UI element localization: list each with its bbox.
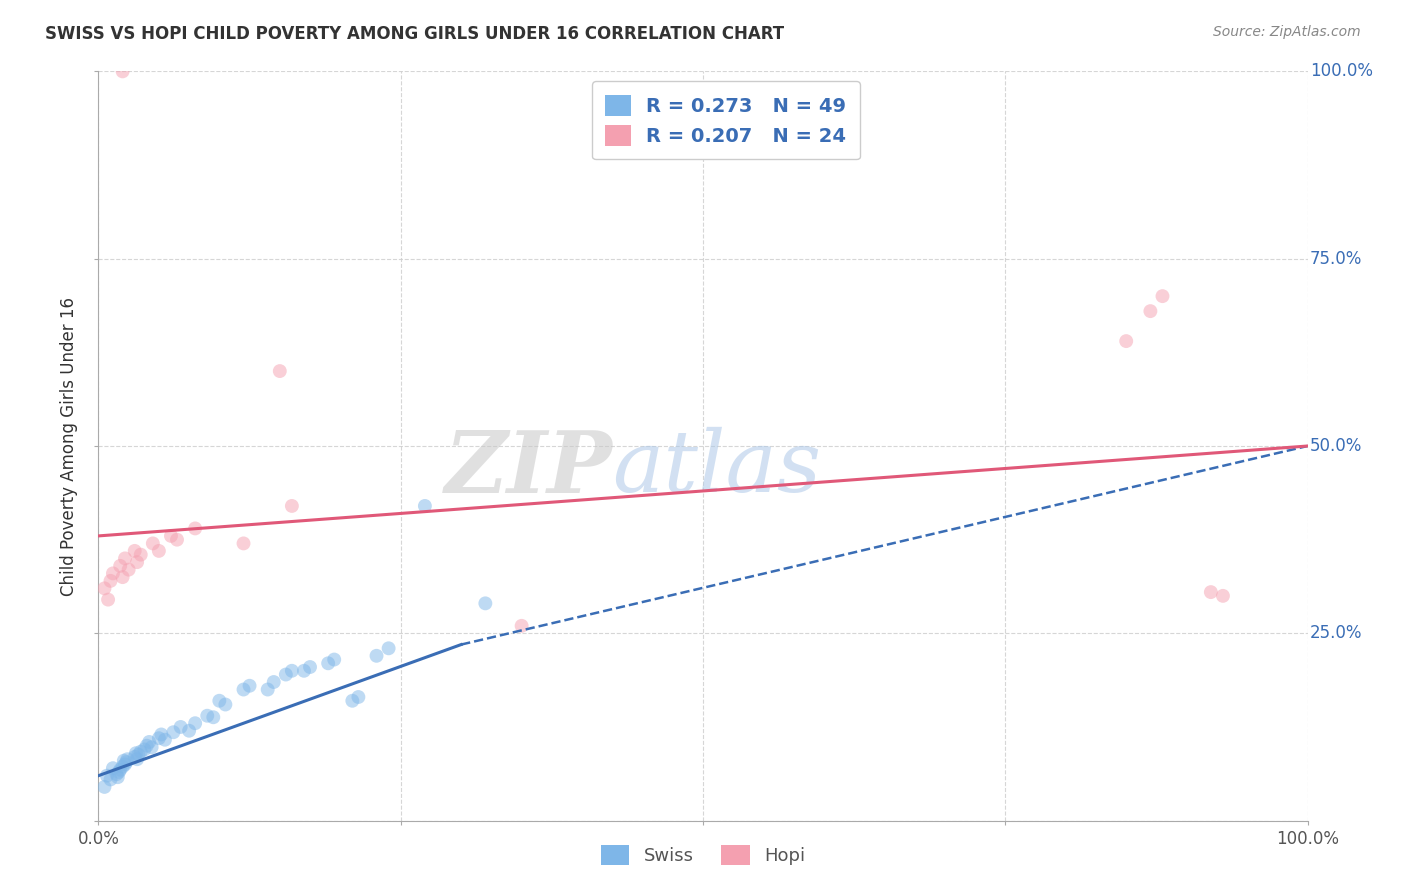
Point: [292, 664, 315, 678]
Point: [141, 740, 163, 755]
Point: [111, 64, 134, 78]
Point: [263, 675, 285, 690]
Point: [323, 652, 346, 666]
Point: [93, 582, 115, 596]
Legend: R = 0.273   N = 49, R = 0.207   N = 24: R = 0.273 N = 49, R = 0.207 N = 24: [592, 81, 860, 160]
Point: [232, 536, 254, 550]
Point: [202, 710, 225, 724]
Text: 50.0%: 50.0%: [1310, 437, 1362, 455]
Point: [129, 548, 152, 562]
Point: [118, 563, 141, 577]
Point: [117, 752, 139, 766]
Text: SWISS VS HOPI CHILD POVERTY AMONG GIRLS UNDER 16 CORRELATION CHART: SWISS VS HOPI CHILD POVERTY AMONG GIRLS …: [45, 25, 785, 43]
Point: [214, 698, 236, 712]
Point: [111, 760, 134, 774]
Point: [127, 752, 149, 766]
Point: [129, 745, 152, 759]
Point: [474, 596, 496, 610]
Point: [162, 725, 184, 739]
Point: [169, 720, 191, 734]
Point: [413, 499, 436, 513]
Point: [135, 739, 157, 753]
Point: [153, 732, 176, 747]
Point: [96, 769, 118, 783]
Point: [510, 619, 533, 633]
Point: [316, 657, 339, 671]
Point: [150, 727, 173, 741]
Point: [1115, 334, 1137, 348]
Point: [101, 761, 124, 775]
Point: [1212, 589, 1234, 603]
Point: [195, 708, 218, 723]
Point: [1152, 289, 1174, 303]
Point: [97, 592, 120, 607]
Point: [366, 648, 388, 663]
Point: [299, 660, 322, 674]
Point: [114, 757, 136, 772]
Point: [124, 544, 146, 558]
Point: [281, 664, 304, 678]
Point: [269, 364, 291, 378]
Point: [232, 682, 254, 697]
Point: [184, 521, 207, 535]
Text: 25.0%: 25.0%: [1310, 624, 1362, 642]
Point: [108, 558, 131, 573]
Point: [114, 551, 136, 566]
Point: [108, 763, 131, 777]
Point: [208, 694, 231, 708]
Point: [239, 679, 262, 693]
Point: [274, 667, 297, 681]
Point: [107, 770, 129, 784]
Point: [377, 641, 399, 656]
Point: [342, 694, 364, 708]
Point: [138, 735, 160, 749]
Point: [100, 574, 122, 588]
Text: 75.0%: 75.0%: [1310, 250, 1362, 268]
Text: atlas: atlas: [613, 427, 821, 510]
Y-axis label: Child Poverty Among Girls Under 16: Child Poverty Among Girls Under 16: [60, 296, 79, 596]
Point: [108, 764, 131, 779]
Text: 100.0%: 100.0%: [1310, 62, 1374, 80]
Point: [184, 716, 207, 731]
Point: [256, 682, 278, 697]
Point: [105, 767, 128, 781]
Point: [148, 731, 170, 746]
Point: [1199, 585, 1222, 599]
Point: [100, 772, 122, 787]
Point: [148, 544, 170, 558]
Point: [127, 747, 149, 762]
Point: [166, 533, 188, 547]
Point: [111, 570, 134, 584]
Point: [112, 754, 135, 768]
Point: [142, 536, 165, 550]
Point: [281, 499, 304, 513]
Point: [125, 746, 148, 760]
Text: Source: ZipAtlas.com: Source: ZipAtlas.com: [1213, 25, 1361, 39]
Point: [101, 566, 124, 581]
Text: ZIP: ZIP: [444, 426, 613, 510]
Point: [347, 690, 370, 704]
Point: [127, 555, 149, 569]
Point: [134, 742, 156, 756]
Point: [124, 750, 146, 764]
Point: [115, 755, 138, 769]
Point: [1139, 304, 1161, 318]
Point: [93, 780, 115, 794]
Point: [160, 529, 183, 543]
Legend: Swiss, Hopi: Swiss, Hopi: [593, 838, 813, 872]
Point: [179, 723, 201, 738]
